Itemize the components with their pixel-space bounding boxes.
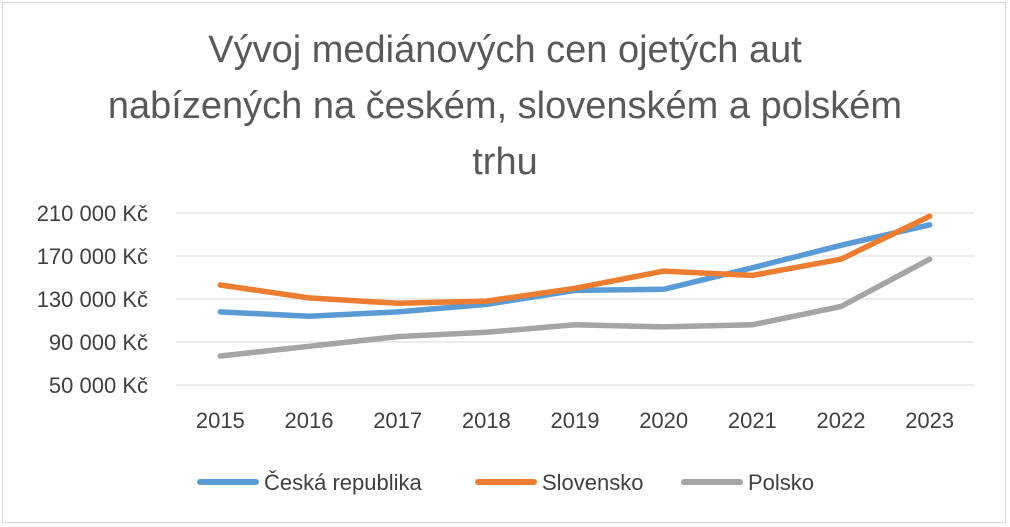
y-tick-label: 90 000 Kč [49, 330, 148, 355]
chart-title-line-1: Vývoj mediánových cen ojetých aut [208, 29, 802, 71]
chart-title-line-3: trhu [472, 141, 538, 183]
x-tick-label: 2017 [373, 408, 422, 433]
legend-item: Slovensko [475, 470, 644, 495]
x-tick-label: 2015 [196, 408, 245, 433]
x-tick-label: 2016 [285, 408, 334, 433]
legend-label: Slovensko [542, 470, 644, 495]
series-line [217, 213, 933, 307]
y-tick-label: 210 000 Kč [37, 201, 148, 226]
y-tick-label: 50 000 Kč [49, 373, 148, 398]
legend-label: Česká republika [264, 470, 423, 495]
x-tick-label: 2018 [462, 408, 511, 433]
x-tick-label: 2023 [905, 408, 954, 433]
x-tick-label: 2022 [817, 408, 866, 433]
series-2 [217, 213, 933, 307]
series-line [217, 256, 933, 359]
chart-title-line-2: nabízených na českém, slovenském a polsk… [107, 85, 903, 127]
y-tick-label: 170 000 Kč [37, 244, 148, 269]
chart-title: Vývoj mediánových cen ojetých aut nabíze… [0, 22, 1010, 190]
x-tick-label: 2021 [728, 408, 777, 433]
series-line [217, 222, 933, 319]
legend-label: Polsko [748, 470, 814, 495]
legend-item: Polsko [681, 470, 814, 495]
legend: Česká republika Slovensko Polsko [197, 470, 814, 495]
legend-item: Česká republika [197, 470, 423, 495]
x-axis-ticks: 2015 2016 2017 2018 2019 2020 2021 2022 2023 [196, 408, 954, 433]
x-tick-label: 2020 [639, 408, 688, 433]
y-axis-ticks: 50 000 Kč 90 000 Kč 130 000 Kč 170 000 Kč 21… [37, 201, 148, 398]
y-tick-label: 130 000 Kč [37, 287, 148, 312]
series-lines [217, 213, 933, 359]
series-1 [217, 222, 933, 319]
series-3 [217, 256, 933, 359]
x-tick-label: 2019 [551, 408, 600, 433]
